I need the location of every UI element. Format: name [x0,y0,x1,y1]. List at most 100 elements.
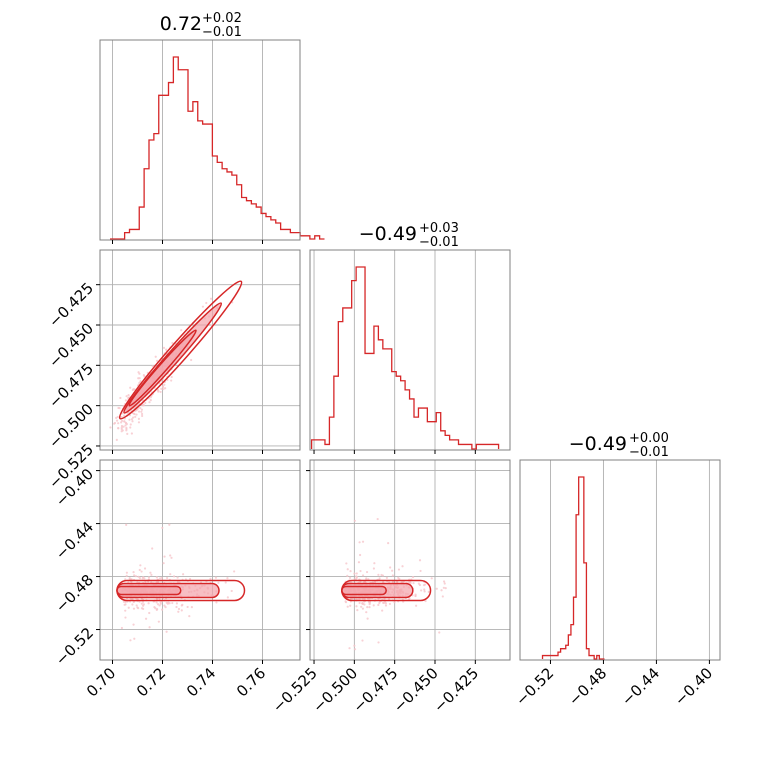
contour-level-2 [128,329,197,407]
scatter-point [170,379,173,382]
scatter-point [131,420,134,423]
scatter-point [140,408,144,411]
grid-layer [100,40,710,660]
scatter-point [368,606,371,609]
scatter-point [147,602,150,605]
scatter-point [150,573,153,576]
scatter-point [209,577,212,580]
scatter-point [124,609,127,612]
scatter-point [188,614,191,618]
scatter-point [388,602,391,606]
scatter-point [361,639,364,642]
scatter-point [188,577,192,581]
scatter-point [172,575,176,578]
tick-label-x: 0.76 [233,664,269,700]
scatter-point [177,610,180,613]
scatter-point [226,596,229,599]
scatter-point [130,418,134,421]
scatter-point [415,604,418,607]
scatter-point [137,421,141,424]
scatter-point [355,575,358,578]
scatter-point [353,519,356,522]
scatter-point [140,412,144,416]
scatter-point [366,606,369,609]
scatter-point [420,589,423,592]
scatter-point [344,600,347,603]
scatter-point [168,602,171,605]
scatter-point [129,426,132,429]
scatter-point [120,626,124,630]
scatter-point [444,587,447,590]
scatter-point [155,608,158,611]
scatter-point [160,576,163,580]
tick-label-x: 0.72 [133,664,169,700]
scatter-point [171,341,174,345]
scatter-point [140,570,143,573]
scatter-point [381,574,385,577]
scatter-point [346,605,349,608]
scatter-point [423,590,426,593]
scatter-point [126,432,129,436]
scatter-point [117,427,120,430]
scatter-point [137,377,140,380]
scatter-point [125,571,128,574]
scatter-point [164,387,167,390]
scatter-point [125,574,128,577]
scatter-point [148,611,151,615]
panel-frame [99,249,301,451]
scatter-point [442,586,445,589]
panel-frame [99,459,301,661]
scatter-point [120,426,123,429]
scatter-point [115,419,119,422]
scatter-point [125,427,128,431]
scatter-point [120,415,123,419]
scatter-point [120,424,124,428]
scatter-point [176,576,179,579]
scatter-point [361,602,364,605]
scatter-point [116,415,119,419]
scatter-point [186,605,189,609]
scatter-point [144,617,148,620]
scatter-point [180,609,183,612]
scatter-point [135,604,138,607]
scatter-point [412,582,415,585]
scatter-point [381,609,384,612]
scatter-point [424,599,427,603]
title-param-2: −0.49 +0.00 −0.01 [569,431,669,460]
scatter-point [125,422,128,425]
scatter-point [155,576,158,579]
scatter-point [155,359,159,362]
contour-level-0 [118,280,243,420]
scatter-point [134,575,138,578]
scatter-point [346,574,349,577]
scatter-point [442,580,446,583]
scatter-point [129,386,132,389]
scatter-point [168,523,171,526]
scatter-point [423,583,427,586]
scatter-point [124,424,127,427]
scatter-point [217,581,220,584]
scatter-point [365,611,368,614]
contour-level-2 [341,585,387,596]
scatter-point [441,595,444,598]
title-plus: +0.00 [629,431,669,446]
scatter-point [115,438,118,441]
scatter-point [377,603,380,607]
tick-label-x: −0.48 [565,664,610,709]
scatter-point [372,567,375,570]
scatter-point [182,573,185,576]
scatter-point [133,574,136,577]
scatter-point [384,602,388,605]
scatter-point [401,565,404,568]
scatter-point [155,601,158,604]
scatter-point [132,571,135,574]
tick-label-y: −0.52 [52,624,97,669]
scatter-point [359,569,362,573]
scatter-point [358,553,362,557]
scatter-points [120,523,236,642]
scatter-point [138,568,141,572]
scatter-point [355,572,358,575]
scatter-point [348,576,352,579]
scatter-point [134,415,137,418]
